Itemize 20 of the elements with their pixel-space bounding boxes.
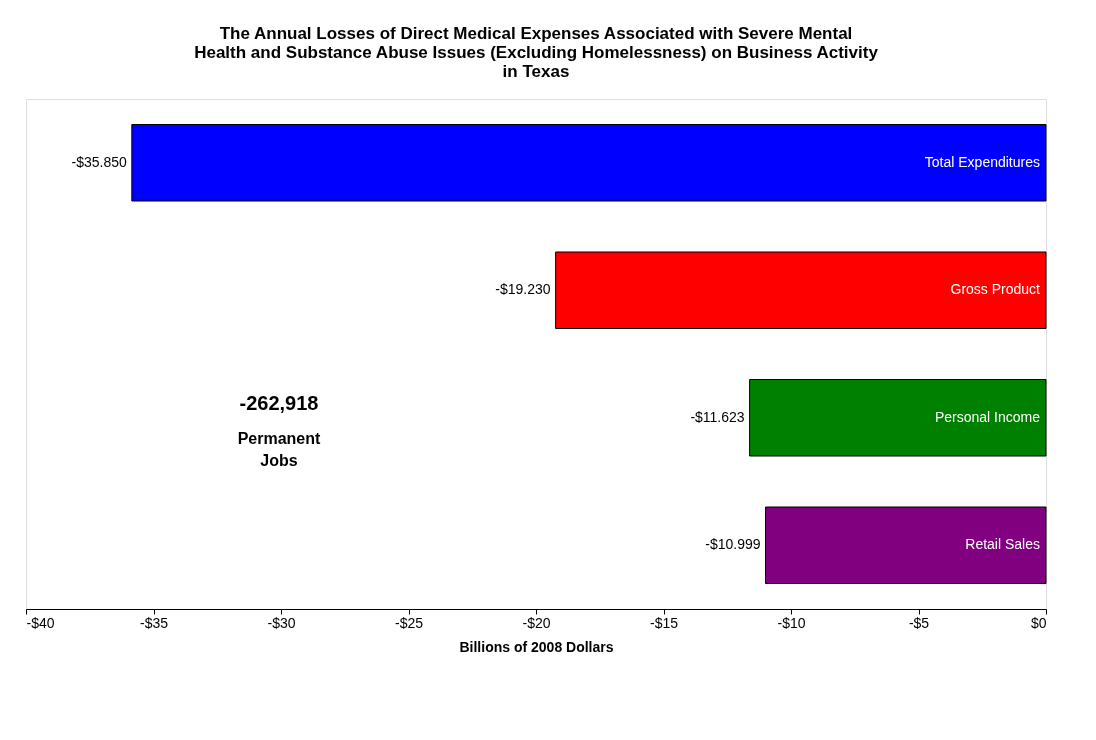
y-tick-label: Gross Product: [950, 281, 1041, 298]
data-label: -$11.623: [690, 408, 745, 425]
x-tick-label: $0: [1030, 614, 1047, 631]
x-tick-label: -$25: [394, 614, 424, 631]
x-axis-title: Billions of 2008 Dollars: [459, 638, 614, 655]
data-label: -$19.230: [495, 281, 551, 298]
x-tick-label: -$30: [267, 614, 296, 631]
annotation: -262,918 Permanent Jobs: [237, 392, 322, 469]
y-tick-label: Personal Income: [934, 408, 1041, 425]
x-tick-label: -$40: [26, 614, 55, 631]
y-tick-label: Total Expenditures: [924, 153, 1040, 170]
data-label: -$35.850: [71, 153, 128, 170]
data-label: -$10.999: [705, 536, 761, 553]
y-tick-label: Retail Sales: [965, 536, 1040, 553]
x-tick-label: -$20: [522, 614, 551, 631]
chart-title: The Annual Losses of Direct Medical Expenses Associated with Severe Mental Health and Substance Abuse Issues (Excluding Homelessness) on Business Activity in Texas: [194, 24, 879, 81]
x-tick-label: -$10: [777, 614, 806, 631]
x-tick-label: -$15: [649, 614, 679, 631]
x-tick-label: -$5: [908, 614, 930, 631]
x-tick-label: -$35: [139, 614, 169, 631]
